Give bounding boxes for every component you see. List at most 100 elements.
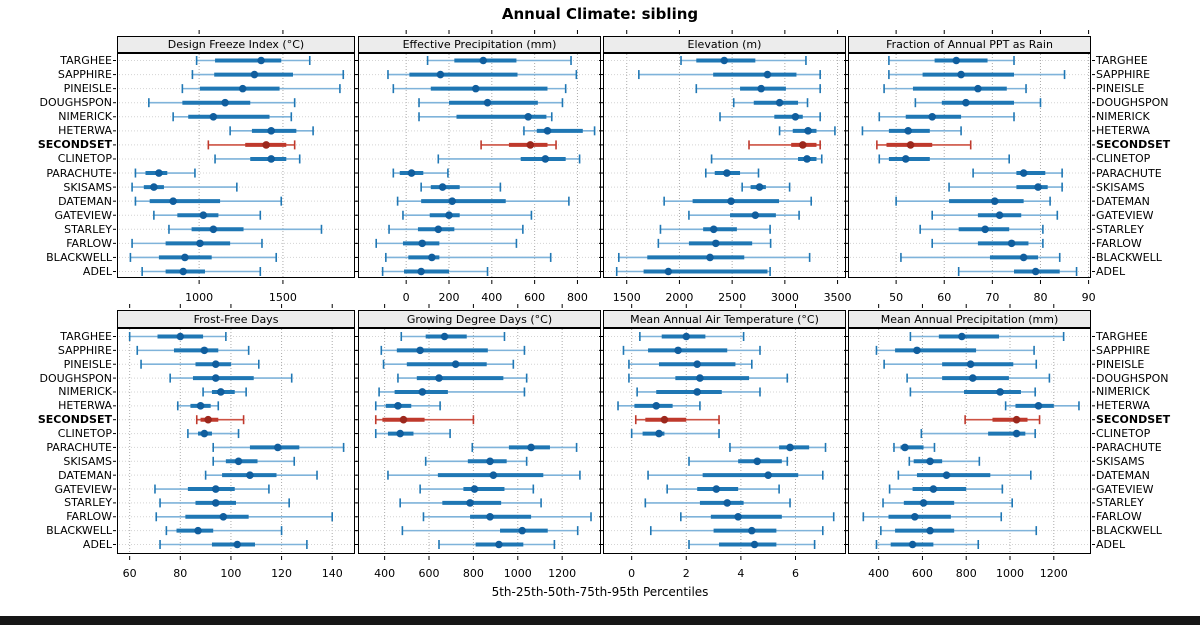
percentile-row-SKISAMS [420, 182, 502, 192]
median-dot [901, 443, 909, 452]
axis-tick-label: 800 [566, 291, 588, 304]
median-dot [958, 332, 966, 341]
site-label-BLACKWELL: BLACKWELL [46, 524, 112, 538]
panel-border [117, 328, 355, 554]
axis-tick-label: 80 [173, 567, 188, 580]
median-dot [219, 512, 228, 521]
median-dot [803, 155, 811, 163]
site-label-BLACKWELL: BLACKWELL [46, 250, 112, 264]
site-label-DOUGHSPON: DOUGHSPON [1096, 371, 1169, 385]
percentile-row-STARLEY [168, 224, 323, 234]
median-dot [709, 225, 718, 234]
median-dot [926, 526, 934, 535]
median-dot [962, 98, 970, 107]
axis-tick-label: 600 [911, 567, 933, 580]
percentile-row-DATEMAN [204, 470, 318, 480]
median-dot [526, 141, 535, 149]
percentile-row-DATEMAN [134, 196, 283, 206]
median-dot [428, 253, 436, 262]
median-dot [660, 415, 669, 424]
axis-tick-label: 600 [418, 567, 440, 580]
median-dot [200, 429, 209, 438]
median-dot [1019, 169, 1028, 177]
percentile-row-SAPPHIRE [387, 70, 578, 80]
site-label-GATEVIEW: GATEVIEW [1096, 482, 1154, 496]
percentile-row-STARLEY [159, 498, 290, 508]
median-dot [267, 155, 275, 163]
percentile-row-FARLOW [131, 238, 263, 248]
axis-tick-label: 60 [122, 567, 137, 580]
axis-tick-label: 600 [524, 291, 546, 304]
median-dot [791, 112, 800, 121]
median-dot [399, 415, 408, 424]
median-dot [798, 141, 807, 149]
median-dot [495, 540, 503, 549]
axis-tick-label: 1500 [268, 291, 297, 304]
percentile-row-PINEISLE [883, 84, 1027, 94]
median-dot [751, 211, 760, 220]
percentile-row-BLACKWELL [165, 526, 283, 536]
site-label-CLINETOP: CLINETOP [57, 152, 112, 166]
site-label-PARACHUTE: PARACHUTE [1096, 440, 1162, 454]
percentile-row-PARACHUTE [392, 168, 449, 178]
median-dot [169, 197, 177, 205]
site-label-SAPPHIRE: SAPPHIRE [1096, 343, 1151, 357]
percentile-row-HETERWA [374, 401, 441, 411]
axis-tick-label: 1000 [503, 567, 532, 580]
percentile-row-SECONDSET [964, 415, 1041, 425]
percentile-row-DOUGHSPON [628, 373, 789, 383]
site-label-HETERWA: HETERWA [58, 399, 112, 413]
median-dot [919, 499, 928, 507]
axis-tick-label: 4 [737, 567, 745, 580]
percentile-row-DATEMAN [663, 196, 813, 206]
percentile-row-STARLEY [388, 224, 524, 234]
percentile-row-CLINETOP [878, 154, 1010, 164]
percentile-row-SKISAMS [424, 456, 528, 466]
percentile-row-CLINETOP [710, 154, 823, 164]
site-label-HETERWA: HETERWA [1096, 399, 1150, 413]
percentile-row-NIMERICK [172, 112, 293, 122]
median-dot [786, 443, 794, 452]
axis-tick-label: 1200 [548, 567, 577, 580]
site-label-HETERWA: HETERWA [1096, 124, 1150, 138]
median-dot [196, 239, 204, 248]
median-dot [981, 225, 989, 234]
site-label-SECONDSET: SECONDSET [37, 413, 112, 427]
percentile-row-SECONDSET [374, 415, 475, 425]
median-dot [748, 526, 756, 535]
median-dot [723, 499, 732, 507]
percentile-row-DATEMAN [647, 470, 824, 480]
median-dot [1031, 267, 1040, 276]
site-label-TARGHEE: TARGHEE [60, 54, 112, 67]
median-dot [394, 402, 402, 410]
site-label-DATEMAN: DATEMAN [1096, 194, 1150, 208]
median-dot [712, 239, 720, 248]
median-dot [250, 70, 259, 79]
percentile-row-CLINETOP [920, 429, 1036, 439]
percentile-row-PARACHUTE [471, 442, 578, 452]
axis-tick-label: 800 [955, 567, 977, 580]
median-dot [904, 127, 912, 135]
percentile-row-TARGHEE [128, 332, 227, 341]
median-dot [763, 70, 772, 79]
percentile-row-DOUGHSPON [418, 98, 564, 108]
median-dot [211, 374, 220, 382]
panel-border [603, 53, 846, 278]
percentile-row-TARGHEE [400, 332, 506, 341]
axis-tick-label: 70 [985, 291, 1000, 304]
percentile-row-HETERWA [617, 401, 701, 411]
median-dot [775, 98, 784, 107]
percentile-row-DOUGHSPON [169, 373, 293, 383]
percentile-row-SAPPHIRE [136, 345, 250, 355]
percentile-row-STARLEY [882, 498, 1013, 508]
percentile-row-BLACKWELL [649, 526, 824, 536]
median-dot [246, 471, 254, 479]
median-dot [445, 211, 453, 220]
percentile-row-FARLOW [931, 238, 1044, 248]
percentile-row-STARLEY [659, 224, 771, 234]
percentile-row-SECONDSET [480, 140, 557, 150]
percentile-row-NIMERICK [636, 387, 761, 397]
median-dot [200, 346, 209, 355]
site-label-PARACHUTE: PARACHUTE [1096, 166, 1162, 180]
percentile-row-PINEISLE [883, 359, 1038, 369]
